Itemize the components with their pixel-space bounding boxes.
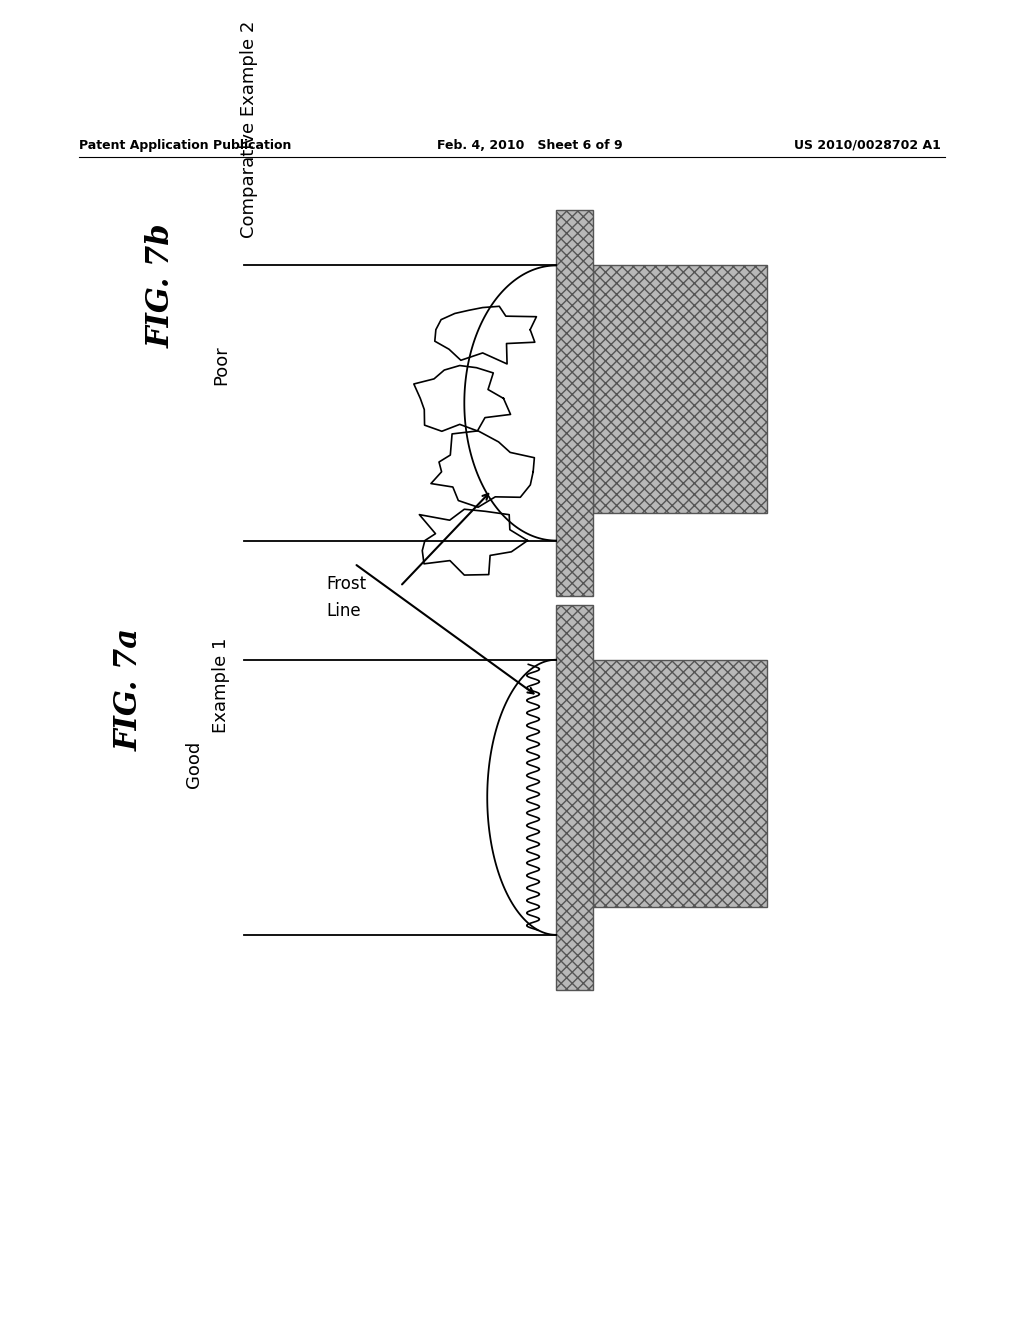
Text: Line: Line <box>327 602 361 620</box>
Text: Good: Good <box>184 741 203 788</box>
Text: Feb. 4, 2010   Sheet 6 of 9: Feb. 4, 2010 Sheet 6 of 9 <box>437 139 623 152</box>
Text: Example 1: Example 1 <box>212 638 230 733</box>
Bar <box>593 265 767 513</box>
Text: Poor: Poor <box>212 345 230 384</box>
Bar <box>556 210 593 595</box>
Text: FIG. 7a: FIG. 7a <box>114 628 145 751</box>
Text: FIG. 7b: FIG. 7b <box>146 223 177 348</box>
Bar <box>556 605 593 990</box>
Text: Frost: Frost <box>327 574 367 593</box>
Text: Patent Application Publication: Patent Application Publication <box>79 139 292 152</box>
Bar <box>593 660 767 907</box>
Text: Comparative Example 2: Comparative Example 2 <box>240 21 258 238</box>
Text: US 2010/0028702 A1: US 2010/0028702 A1 <box>795 139 941 152</box>
